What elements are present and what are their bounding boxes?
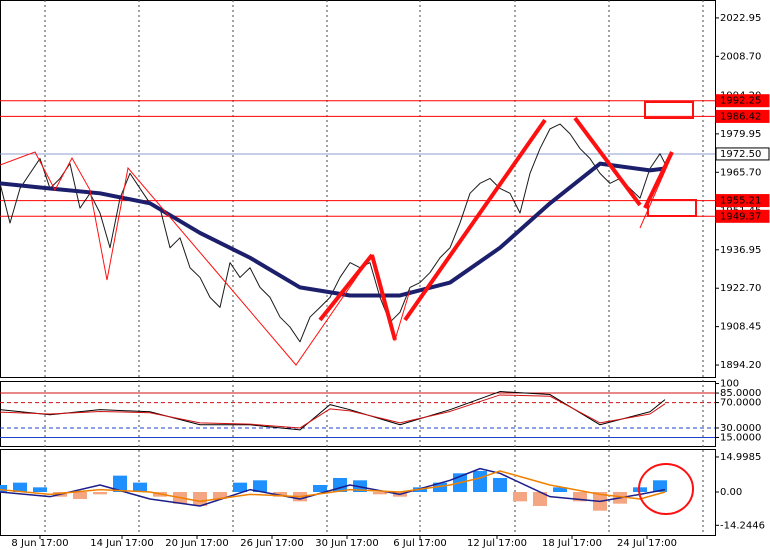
y-tick-label: 30.0000	[720, 423, 761, 434]
histogram-bar	[233, 482, 247, 492]
series-line	[0, 467, 666, 507]
x-tick-label: 18 Jul 17:00	[542, 538, 602, 549]
histogram-bar	[73, 492, 87, 500]
series-line	[0, 470, 666, 503]
y-tick-label: 1922.70	[720, 283, 761, 294]
histogram-bar	[133, 482, 147, 492]
x-tick-label: 6 Jul 17:00	[393, 538, 447, 549]
x-tick-label: 20 Jun 17:00	[165, 538, 229, 549]
highlight-circle	[638, 463, 694, 515]
histogram-bar	[13, 482, 27, 492]
y-tick-label: 2022.95	[720, 13, 761, 24]
histogram-bar	[193, 492, 207, 507]
level-label-bg	[715, 147, 770, 161]
plot	[0, 100, 715, 511]
arrow	[370, 254, 397, 341]
histogram-bar	[433, 482, 447, 492]
main-frame	[0, 0, 716, 378]
histogram-bar	[653, 480, 667, 492]
y-tick-label: 15.0000	[720, 432, 761, 443]
y-tick-label: 1965.70	[720, 167, 761, 178]
arrow-line	[639, 154, 673, 229]
y-tick-label: 1908.45	[720, 322, 761, 333]
series-line	[0, 161, 666, 298]
level-label-bg	[715, 194, 770, 208]
time-grid	[44, 0, 704, 535]
annotations	[0, 101, 697, 515]
histogram-bar	[513, 492, 527, 502]
level-label: 1955.21	[720, 196, 761, 207]
y-tick-label: 1979.95	[720, 129, 761, 140]
level-label-bg	[715, 209, 770, 223]
target-box	[647, 199, 697, 217]
x-tick-label: 30 Jun 17:00	[315, 538, 379, 549]
level-label-bg	[715, 109, 770, 123]
histogram-bar	[313, 484, 327, 492]
arrow	[318, 253, 374, 322]
x-tick-label: 8 Jun 17:00	[11, 538, 68, 549]
arrow	[403, 118, 547, 322]
y-tick-label: 0.00	[720, 487, 742, 498]
arrow	[643, 151, 674, 209]
histogram-bar	[473, 470, 487, 492]
y-tick-label: 14.9985	[720, 452, 761, 463]
histogram-bar	[533, 492, 547, 507]
histogram-bar	[113, 475, 127, 492]
target-box	[644, 101, 694, 119]
y-tick-label: 100	[720, 379, 739, 390]
level-label-bg	[715, 94, 770, 108]
y-tick-label: 2008.70	[720, 51, 761, 62]
histogram-bar	[33, 487, 47, 492]
histogram-bar	[493, 477, 507, 492]
histogram-bar	[93, 492, 107, 495]
series-line	[0, 123, 666, 343]
level-label: 1986.42	[720, 111, 761, 122]
histogram-bar	[253, 480, 267, 492]
arrow	[573, 116, 642, 207]
x-tick-label: 26 Jun 17:00	[240, 538, 304, 549]
x-tick-label: 12 Jul 17:00	[467, 538, 527, 549]
histogram-bar	[573, 492, 587, 502]
histogram-bar	[213, 492, 227, 500]
osc-frame	[0, 381, 716, 447]
histogram-bar	[0, 484, 7, 492]
level-label: 1972.50	[720, 149, 761, 160]
y-tick-label: 70.0000	[720, 398, 761, 409]
y-tick-label: -14.2446	[720, 520, 765, 531]
y-tick-label: 1894.20	[720, 360, 761, 371]
x-tick-label: 24 Jul 17:00	[617, 538, 677, 549]
level-label: 1992.25	[720, 96, 761, 107]
x-tick-label: 14 Jun 17:00	[90, 538, 154, 549]
histogram-bar	[273, 492, 287, 497]
level-label: 1949.37	[720, 211, 761, 222]
histogram-bar	[553, 487, 567, 492]
series-line	[0, 394, 666, 429]
y-tick-label: 85.0000	[720, 388, 761, 399]
histogram-bar	[373, 492, 387, 495]
y-tick-label: 1936.95	[720, 245, 761, 256]
axis: 2022.952008.701994.201979.951965.701951.…	[11, 13, 770, 549]
